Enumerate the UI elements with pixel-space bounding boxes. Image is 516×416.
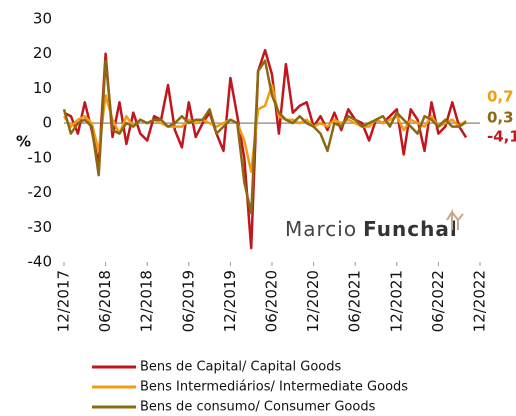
watermark-icon: [446, 208, 464, 230]
y-axis-label: %: [16, 133, 31, 151]
watermark: Marcio Funchal: [285, 217, 458, 241]
watermark-part: Marcio: [285, 217, 357, 241]
y-tick-label: -20: [28, 183, 53, 201]
x-tick-label: 06/2019: [179, 270, 197, 332]
y-tick-label: -40: [28, 253, 53, 271]
x-tick-label: 12/2020: [304, 270, 322, 332]
watermark-part: Funchal: [363, 217, 458, 241]
x-tick-label: 06/2018: [96, 270, 114, 332]
y-tick-label: 0: [42, 114, 52, 132]
y-tick-label: 30: [33, 10, 52, 28]
x-tick-label: 06/2020: [263, 270, 281, 332]
annotation: 0,7: [487, 88, 514, 106]
legend-label: Bens de Capital/ Capital Goods: [140, 360, 341, 375]
y-tick-label: 10: [33, 79, 52, 97]
x-tick-label: 12/2021: [387, 270, 405, 332]
x-tick-label: 06/2021: [346, 270, 364, 332]
y-tick-label: -10: [28, 148, 53, 166]
x-tick-label: 12/2018: [138, 270, 156, 332]
series-line: [62, 59, 467, 215]
annotation: 0,3: [487, 109, 514, 127]
legend-label: Bens de consumo/ Consumer Goods: [140, 400, 376, 415]
series-line: [62, 83, 467, 173]
x-tick-label: 06/2022: [429, 270, 447, 332]
x-tick-label: 12/2017: [55, 270, 73, 332]
y-tick-label: -30: [28, 218, 53, 236]
annotation: -4,1: [487, 128, 516, 146]
legend-label: Bens Intermediários/ Intermediate Goods: [140, 380, 408, 395]
x-tick-label: 12/2022: [471, 270, 489, 332]
x-tick-label: 12/2019: [221, 270, 239, 332]
y-tick-label: 20: [33, 44, 52, 62]
